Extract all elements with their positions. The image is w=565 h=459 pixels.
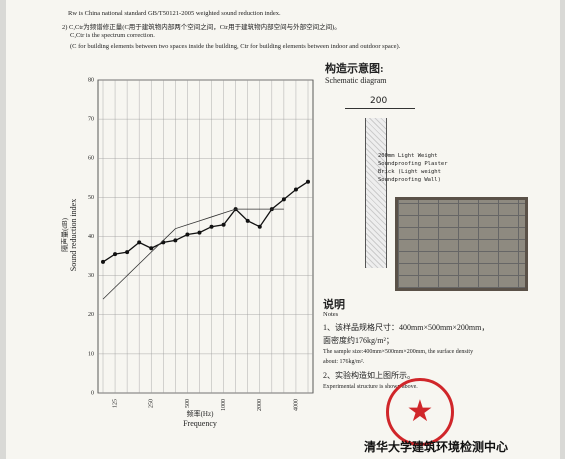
y-tick-label: 30 [88,273,94,279]
dimension-line [345,108,415,109]
description: 200mm Light Weight Soundproofing Plaster… [378,152,448,184]
header-line: C,Ctr is the spectrum correction. [70,32,155,39]
x-tick-label: 125 [112,399,118,408]
data-point [185,232,190,237]
data-point [245,218,250,223]
y-tick-label: 80 [88,77,94,83]
data-point [281,197,286,202]
schematic-subtitle: Schematic diagram [325,76,387,85]
y-tick-label: 20 [88,312,94,318]
wall-photo [395,197,528,291]
note: about: 176kg/m². [323,359,365,365]
footer-org: 清华大学建筑环境检测中心 [364,440,509,454]
data-point [197,230,202,235]
description-line: Soundproofing Wall) [378,177,441,183]
y-tick-label: 10 [88,351,94,357]
x-tick-label: 500 [185,399,191,408]
description-line: 200mm Light Weight [378,153,438,159]
note: 2、实验构造如上图所示。 [323,371,415,380]
header-line: 2) C,Ctr为频谱修正量(C用于建筑物内部两个空间之间，Ctr用于建筑物内部… [62,24,341,31]
notes-subtitle: Notes [323,311,339,318]
y-label: Sound reduction index [69,199,78,271]
data-point [125,250,130,255]
note: The sample size:400mm×500mm×200mm, the s… [323,349,474,355]
schematic-title: 构造示意图: [325,63,384,75]
notes-title: 说明 [323,299,345,311]
wall-section [365,118,387,268]
x-tick-label: 1000 [221,399,227,411]
y-tick-label: 60 [88,156,94,162]
y-tick-label: 40 [88,234,94,240]
header-line: Rw is China national standard GB/T50121-… [68,10,281,17]
data-point [173,238,178,243]
data-point [257,224,262,229]
x-tick-label: 2000 [257,399,263,411]
data-point [137,240,142,245]
dimension: 200 [370,96,388,106]
data-point [101,259,105,264]
series-line [102,181,309,263]
y-tick-label: 70 [88,117,94,123]
description-line: Brick (Light weight [378,169,441,175]
header-line: (C for building elements between two spa… [70,43,401,50]
note: Experimental structure is shown above. [323,384,418,390]
x-label-cn: 频率(Hz) [187,409,214,418]
data-point [113,252,118,257]
data-point [293,187,298,192]
data-point [209,224,214,229]
y-tick-label: 0 [91,390,94,396]
x-tick-label: 4000 [293,399,299,411]
note: 面密度约176kg/m²； [323,336,394,345]
data-point [306,179,310,184]
data-point [149,246,154,251]
description-line: Soundproofing Plaster [378,161,448,167]
series-line [102,208,284,300]
x-label: Frequency [183,419,217,428]
y-tick-label: 50 [88,195,94,201]
data-point [221,222,226,227]
note: 1、该样品规格尺寸：400mm×500mm×200mm， [323,323,490,332]
stamp: ★ [386,378,454,446]
x-tick-label: 250 [149,399,155,408]
y-label-cn: 隔声量(dB) [60,217,69,251]
